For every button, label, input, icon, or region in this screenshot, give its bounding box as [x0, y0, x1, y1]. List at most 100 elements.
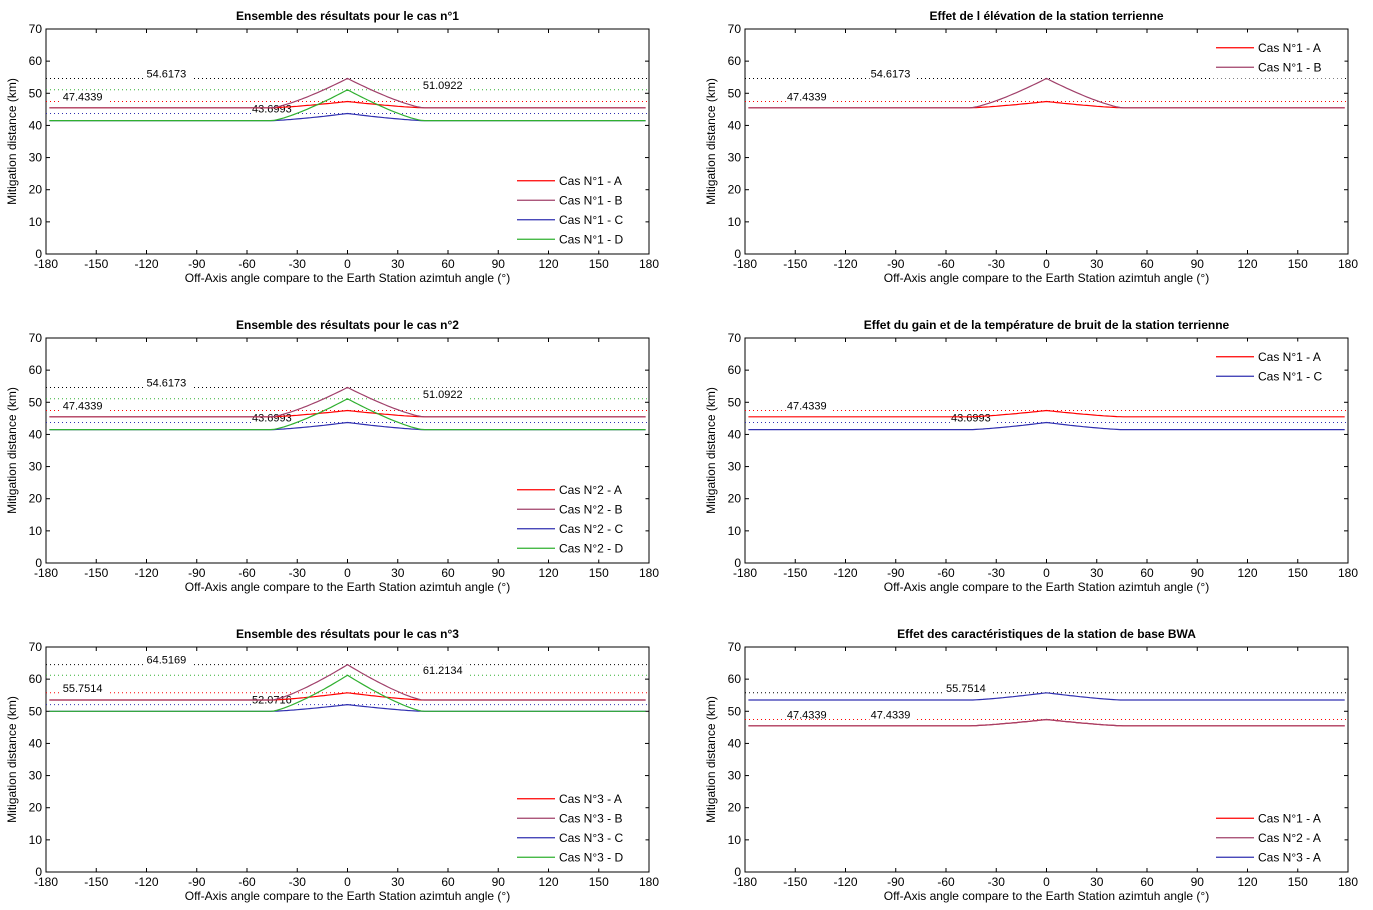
x-tick-label: -60	[937, 875, 955, 889]
series-line-2	[748, 77, 1345, 109]
x-tick-label: -60	[937, 257, 955, 271]
x-tick-label: 30	[1090, 257, 1104, 271]
y-tick-label: 70	[728, 640, 742, 654]
chart-panel-5: Ensemble des résultats pour le cas n°3 -1…	[5, 627, 659, 903]
x-tick-label: 60	[441, 257, 455, 271]
reference-label-bg	[785, 399, 832, 412]
legend-box	[512, 783, 646, 869]
y-tick-label: 60	[728, 363, 742, 377]
reference-label-bg	[145, 376, 192, 389]
x-tick-label: -90	[188, 566, 206, 580]
reference-value-label: 43.6993	[252, 413, 292, 425]
x-tick-label: 0	[344, 875, 351, 889]
y-tick-label: 70	[728, 331, 742, 345]
y-tick-label: 10	[29, 215, 43, 229]
legend-label: Cas N°1 - B	[1258, 60, 1321, 74]
chart-title: Ensemble des résultats pour le cas n°3	[236, 627, 459, 641]
reference-value-label: 51.0922	[423, 389, 463, 401]
y-tick-label: 40	[29, 427, 43, 441]
y-tick-label: 50	[29, 704, 43, 718]
reference-value-label: 47.4339	[787, 401, 827, 413]
reference-label-bg	[785, 90, 832, 103]
legend: Cas N°1 - A Cas N°2 - A Cas N°3 - A	[1211, 803, 1345, 869]
x-tick-label: -60	[937, 566, 955, 580]
x-tick-label: 180	[1338, 566, 1358, 580]
legend: Cas N°1 - A Cas N°1 - B	[1211, 32, 1345, 79]
reference-value-label: 51.0922	[423, 80, 463, 92]
chart-panel-2: Effet de l élévation de la station terri…	[704, 9, 1358, 285]
y-tick-label: 50	[728, 704, 742, 718]
x-tick-label: -120	[833, 875, 857, 889]
legend-label: Cas N°3 - A	[559, 792, 622, 806]
reference-label-bg	[785, 708, 832, 721]
x-tick-label: 30	[391, 257, 405, 271]
reference-label-bg	[945, 681, 991, 694]
chart-title: Effet de l élévation de la station terri…	[929, 9, 1163, 23]
legend: Cas N°3 - A Cas N°3 - B Cas N°3 - C Cas N°3…	[512, 783, 646, 869]
x-tick-label: -120	[134, 875, 158, 889]
legend-label: Cas N°2 - A	[1258, 831, 1321, 845]
x-axis-label: Off-Axis angle compare to the Earth Stat…	[884, 271, 1209, 285]
x-tick-label: -150	[783, 566, 807, 580]
y-tick-label: 0	[734, 247, 741, 261]
x-tick-label: -120	[833, 566, 857, 580]
x-tick-label: 180	[1338, 257, 1358, 271]
x-tick-label: -90	[887, 875, 905, 889]
x-tick-label: 180	[639, 566, 659, 580]
reference-value-label: 55.7514	[946, 683, 986, 695]
chart-panel-4: Effet du gain et de la température de br…	[704, 318, 1358, 594]
x-tick-label: -120	[833, 257, 857, 271]
x-tick-label: 120	[538, 875, 558, 889]
legend-label: Cas N°1 - C	[559, 213, 623, 227]
x-tick-label: 60	[441, 566, 455, 580]
x-tick-label: -180	[733, 875, 757, 889]
x-tick-label: 150	[589, 566, 609, 580]
reference-value-label: 61.2134	[423, 665, 463, 677]
x-tick-label: 120	[1237, 875, 1257, 889]
x-tick-label: -180	[733, 566, 757, 580]
reference-label-bg	[61, 399, 108, 412]
legend-label: Cas N°1 - A	[1258, 811, 1321, 825]
reference-value-label: 47.4339	[871, 710, 911, 722]
x-tick-label: -30	[289, 875, 307, 889]
x-tick-label: 180	[1338, 875, 1358, 889]
x-tick-label: -30	[988, 257, 1006, 271]
legend-label: Cas N°3 - B	[559, 811, 622, 825]
y-tick-label: 0	[734, 865, 741, 879]
x-tick-label: 0	[1043, 875, 1050, 889]
reference-value-label: 54.6173	[871, 68, 911, 80]
x-tick-label: 150	[589, 875, 609, 889]
legend-label: Cas N°3 - D	[559, 850, 623, 864]
y-tick-label: 70	[29, 640, 43, 654]
y-tick-label: 60	[29, 363, 43, 377]
x-tick-label: 90	[1191, 566, 1205, 580]
chart-title: Ensemble des résultats pour le cas n°2	[236, 318, 459, 332]
x-tick-label: 0	[1043, 257, 1050, 271]
reference-value-label: 43.6993	[951, 413, 991, 425]
legend-box	[512, 165, 646, 251]
x-tick-label: -120	[134, 566, 158, 580]
x-tick-label: 30	[391, 875, 405, 889]
y-tick-label: 30	[29, 151, 43, 165]
reference-value-label: 55.7514	[63, 683, 103, 695]
x-tick-label: 180	[639, 875, 659, 889]
series-line-4	[49, 398, 646, 431]
x-tick-label: 90	[1191, 875, 1205, 889]
series-line-3	[748, 692, 1345, 701]
x-tick-label: 120	[1237, 257, 1257, 271]
y-tick-label: 20	[728, 492, 742, 506]
series-line-2	[748, 421, 1345, 431]
y-tick-label: 0	[35, 556, 42, 570]
legend-label: Cas N°2 - D	[559, 541, 623, 555]
reference-value-label: 43.6993	[252, 104, 292, 116]
chart-panel-1: Ensemble des résultats pour le cas n°1 -1…	[5, 9, 659, 285]
x-tick-label: 60	[1140, 257, 1154, 271]
x-tick-label: -90	[188, 257, 206, 271]
x-tick-label: 150	[589, 257, 609, 271]
y-tick-label: 10	[29, 524, 43, 538]
x-axis-label: Off-Axis angle compare to the Earth Stat…	[884, 889, 1209, 903]
x-tick-label: 60	[1140, 566, 1154, 580]
legend-box	[1211, 341, 1345, 388]
reference-label-bg	[251, 102, 298, 115]
y-tick-label: 20	[29, 801, 43, 815]
